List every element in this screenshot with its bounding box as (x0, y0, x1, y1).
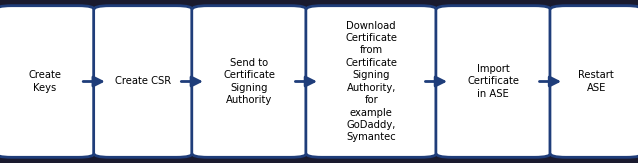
Text: Create
Keys: Create Keys (29, 70, 61, 93)
Text: Import
Certificate
in ASE: Import Certificate in ASE (467, 64, 519, 99)
Text: Download
Certificate
from
Certificate
Signing
Authority,
for
example
GoDaddy,
Sy: Download Certificate from Certificate Si… (345, 21, 397, 142)
FancyBboxPatch shape (192, 6, 307, 157)
FancyBboxPatch shape (94, 6, 193, 157)
FancyBboxPatch shape (0, 6, 94, 157)
FancyBboxPatch shape (306, 6, 436, 157)
Text: Send to
Certificate
Signing
Authority: Send to Certificate Signing Authority (223, 58, 275, 105)
Text: Create CSR: Create CSR (115, 76, 171, 87)
Text: Restart
ASE: Restart ASE (578, 70, 614, 93)
FancyBboxPatch shape (550, 6, 638, 157)
FancyBboxPatch shape (436, 6, 551, 157)
